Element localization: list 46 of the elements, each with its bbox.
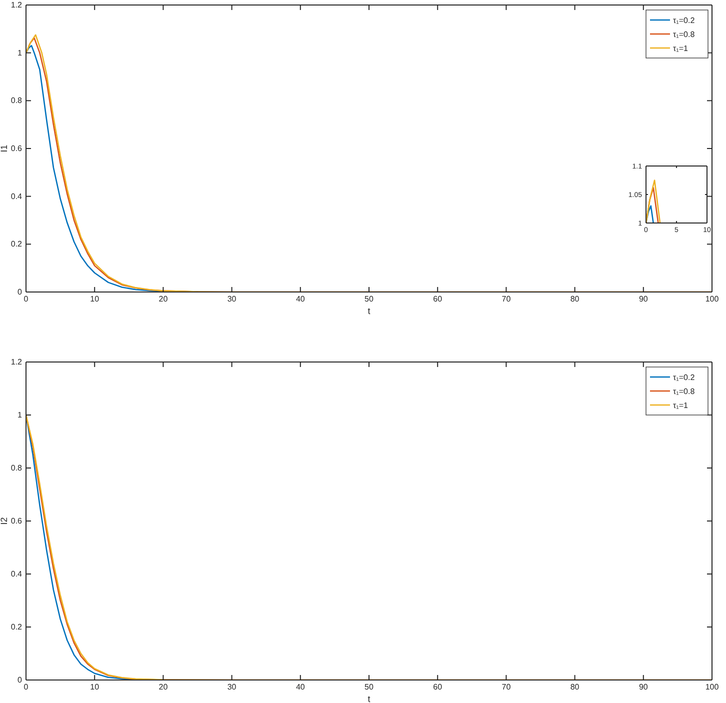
x-tick-label: 40 [296,294,306,304]
y-tick-label: 0 [18,288,23,297]
x-tick-label: 90 [638,682,648,692]
x-tick-label: 0 [24,294,29,304]
y-tick-label: 1 [18,410,23,420]
x-tick-label: 50 [364,682,374,692]
x-tick-label: 0 [24,682,29,692]
x-axis-title: t [368,306,371,316]
legend-label: τ₁=1 [673,44,689,53]
legend-label: τ₁=0.2 [673,16,696,25]
y-tick-label: 0.8 [10,96,23,106]
y-tick-label: 0 [18,676,23,685]
y-tick-label: 0.6 [10,144,23,154]
x-tick-label: 20 [158,294,168,304]
x-tick-label: 30 [227,294,237,304]
legend-label: τ₁=0.2 [673,373,696,382]
x-tick-label: 50 [364,294,374,304]
x-tick-label: 10 [90,682,100,692]
y-tick-label: 0.2 [10,622,23,632]
x-tick-label: 70 [502,294,512,304]
x-tick-label: 30 [227,682,237,692]
x-tick-label: 90 [638,294,648,304]
x-tick-label: 60 [433,682,443,692]
legend-label: τ₁=0.8 [673,387,696,396]
x-tick-label: 100 [705,682,720,692]
y-tick-label: 1.2 [10,0,23,10]
y-tick-label: 1 [18,48,23,58]
legend-label: τ₁=0.8 [673,30,696,39]
x-tick-label: 60 [433,294,443,304]
x-tick-label: 70 [502,682,512,692]
x-tick-label: 20 [158,682,168,692]
y-axis-title: I2 [0,517,9,525]
y-tick-label: 0.4 [10,570,23,579]
x-tick-label: 100 [705,294,720,304]
x-tick-label: 80 [570,682,580,692]
y-tick-label: 0.2 [10,240,23,249]
legend-label: τ₁=1 [673,401,689,410]
x-tick-label: 80 [570,294,580,304]
x-tick-label: 10 [90,294,100,304]
y-tick-label: 0.6 [10,516,23,526]
y-tick-label: 0.4 [10,192,23,201]
y-tick-label: 0.8 [10,464,23,473]
y-axis-title: I1 [0,144,9,152]
x-tick-label: 40 [296,682,306,692]
y-tick-label: 1.2 [10,358,23,367]
x-axis-title: t [368,694,371,703]
